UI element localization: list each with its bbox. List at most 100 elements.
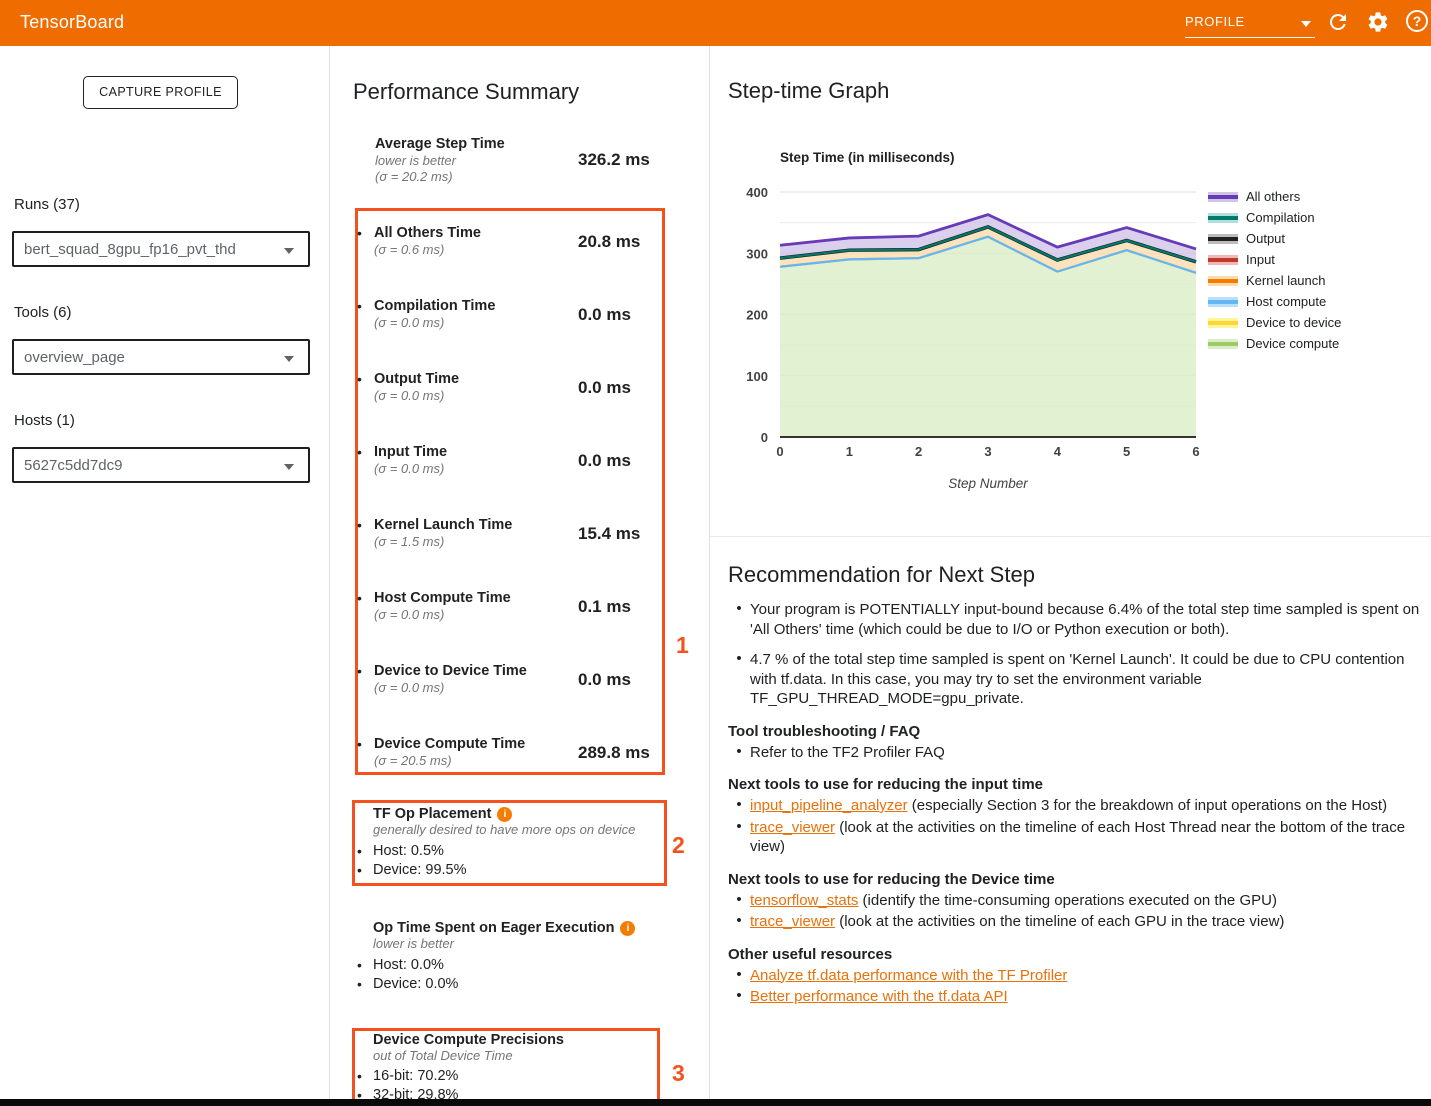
bullet: • [728, 912, 750, 932]
svg-text:6: 6 [1192, 444, 1199, 459]
info-icon[interactable]: i [497, 807, 512, 822]
svg-text:0: 0 [776, 444, 783, 459]
input-tools-item: • input_pipeline_analyzer (especially Se… [728, 796, 1420, 816]
legend-label: Input [1246, 252, 1275, 267]
recommendation-title: Recommendation for Next Step [728, 562, 1420, 588]
bullet: • [357, 957, 362, 973]
trace-viewer-link[interactable]: trace_viewer [750, 913, 835, 930]
refresh-icon[interactable] [1326, 10, 1350, 34]
metric-row: Kernel Launch Time (σ = 1.5 ms) [374, 517, 512, 549]
bullet: • [357, 1068, 362, 1084]
legend-label: Kernel launch [1246, 273, 1326, 288]
chevron-down-icon [284, 356, 294, 362]
bullet: • [357, 444, 362, 460]
eager-execution-section: Op Time Spent on Eager Executioni lower … [373, 920, 635, 951]
tools-select-value: overview_page [24, 349, 125, 366]
bullet: • [357, 736, 362, 752]
input-pipeline-analyzer-link[interactable]: input_pipeline_analyzer [750, 797, 908, 814]
legend-label: Device to device [1246, 315, 1341, 330]
runs-select-value: bert_squad_8gpu_fp16_pvt_thd [24, 241, 236, 258]
bullet: • [357, 298, 362, 314]
legend-label: All others [1246, 189, 1300, 204]
annotation-label-2: 2 [672, 832, 685, 859]
bullet: • [357, 371, 362, 387]
info-icon[interactable]: i [620, 921, 635, 936]
trace-viewer-link[interactable]: trace_viewer [750, 819, 835, 836]
bullet: • [728, 600, 750, 639]
svg-text:300: 300 [746, 246, 768, 261]
tools-select[interactable]: overview_page [12, 339, 310, 375]
average-step-time-value: 326.2 ms [578, 150, 650, 170]
resource-item: • Better performance with the tf.data AP… [728, 987, 1420, 1007]
device-tools-item: • tensorflow_stats (identify the time-co… [728, 891, 1420, 911]
svg-text:1: 1 [846, 444, 853, 459]
performance-summary-title: Performance Summary [353, 79, 579, 105]
metric-value: 0.0 ms [578, 305, 631, 325]
metric-value: 0.0 ms [578, 670, 631, 690]
hosts-select[interactable]: 5627c5dd7dc9 [12, 447, 310, 483]
legend-swatch [1208, 339, 1238, 349]
metric-row: Input Time (σ = 0.0 ms) [374, 444, 447, 476]
dashboard-select[interactable]: PROFILE [1185, 8, 1315, 38]
device-tools-item: • trace_viewer (look at the activities o… [728, 912, 1420, 932]
gear-icon[interactable] [1366, 10, 1390, 34]
chevron-down-icon [284, 248, 294, 254]
dashboard-select-value: PROFILE [1185, 14, 1245, 29]
bullet: • [357, 590, 362, 606]
metric-row: Device Compute Time (σ = 20.5 ms) [374, 736, 525, 768]
hosts-select-value: 5627c5dd7dc9 [24, 457, 122, 474]
legend-item: Kernel launch [1208, 270, 1428, 291]
metric-row: Output Time (σ = 0.0 ms) [374, 371, 459, 403]
device-tools-heading: Next tools to use for reducing the Devic… [728, 871, 1420, 888]
metric-row: All Others Time (σ = 0.6 ms) [374, 225, 481, 257]
eager-host-item: Host: 0.0% [373, 957, 444, 973]
legend-label: Output [1246, 231, 1285, 246]
metric-row: Host Compute Time (σ = 0.0 ms) [374, 590, 511, 622]
device-precisions-section: Device Compute Precisions out of Total D… [373, 1032, 564, 1063]
average-step-time-metric: Average Step Time lower is better (σ = 2… [375, 136, 505, 184]
bullet: • [728, 987, 750, 1007]
bullet: • [728, 891, 750, 911]
svg-text:Step Time (in milliseconds): Step Time (in milliseconds) [780, 150, 955, 165]
svg-text:5: 5 [1123, 444, 1130, 459]
help-icon[interactable]: ? [1406, 10, 1428, 32]
chevron-down-icon [1301, 21, 1311, 27]
tf-op-placement-section: TF Op Placementi generally desired to ha… [373, 806, 635, 837]
runs-select[interactable]: bert_squad_8gpu_fp16_pvt_thd [12, 231, 310, 267]
legend-swatch [1208, 213, 1238, 223]
bullet: • [357, 517, 362, 533]
legend-swatch [1208, 297, 1238, 307]
input-tools-heading: Next tools to use for reducing the input… [728, 776, 1420, 793]
metric-value: 289.8 ms [578, 743, 650, 763]
legend-swatch [1208, 255, 1238, 265]
step-time-graph-title: Step-time Graph [728, 78, 889, 104]
tfdata-profiler-link[interactable]: Analyze tf.data performance with the TF … [750, 967, 1067, 984]
performance-summary-panel: Performance Summary Average Step Time lo… [330, 46, 710, 1099]
chart-legend: All others Compilation Output Input Kernel l… [1208, 186, 1428, 354]
legend-item: Host compute [1208, 291, 1428, 312]
legend-item: Device compute [1208, 333, 1428, 354]
svg-text:3: 3 [984, 444, 991, 459]
sidebar: CAPTURE PROFILE Runs (37) bert_squad_8gp… [0, 46, 330, 1099]
svg-text:Step Number: Step Number [948, 476, 1028, 491]
faq-item: • Refer to the TF2 Profiler FAQ [728, 743, 1420, 763]
svg-text:0: 0 [761, 430, 768, 445]
legend-item: Device to device [1208, 312, 1428, 333]
legend-label: Device compute [1246, 336, 1339, 351]
step-time-chart: 01002003004000123456Step Time (in millis… [730, 146, 1210, 506]
tensorflow-stats-link[interactable]: tensorflow_stats [750, 892, 858, 909]
bullet: • [728, 743, 750, 763]
svg-text:200: 200 [746, 308, 768, 323]
bullet: • [728, 650, 750, 709]
bullet: • [357, 663, 362, 679]
capture-profile-button[interactable]: CAPTURE PROFILE [83, 76, 238, 109]
metric-value: 0.0 ms [578, 451, 631, 471]
eager-device-item: Device: 0.0% [373, 976, 458, 992]
metric-value: 0.1 ms [578, 597, 631, 617]
app-header: TensorBoard PROFILE ? [0, 0, 1431, 46]
chevron-down-icon [284, 464, 294, 470]
annotation-label-3: 3 [672, 1060, 685, 1087]
legend-item: Compilation [1208, 207, 1428, 228]
faq-heading: Tool troubleshooting / FAQ [728, 723, 1420, 740]
tfdata-api-link[interactable]: Better performance with the tf.data API [750, 988, 1008, 1005]
